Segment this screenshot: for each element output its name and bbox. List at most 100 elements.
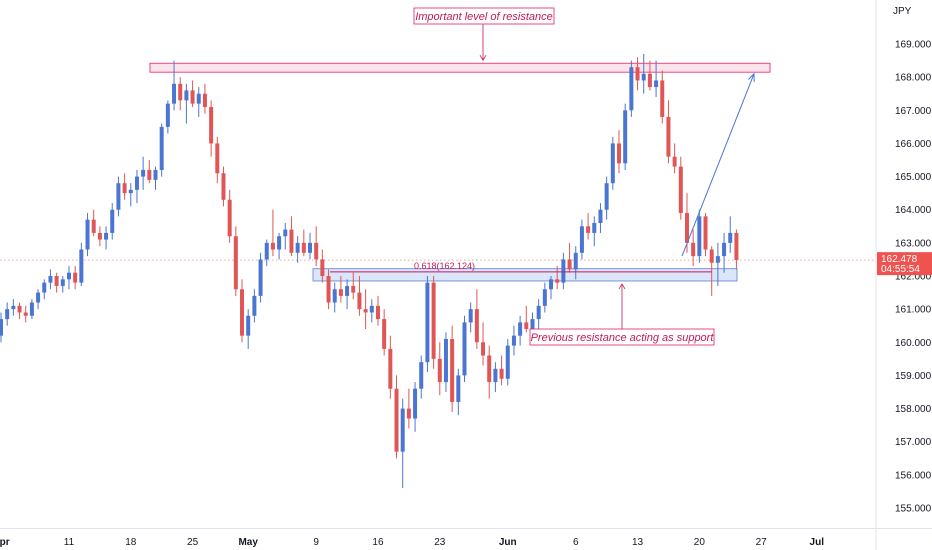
candle[interactable] — [579, 219, 584, 260]
candle[interactable] — [240, 279, 245, 343]
support-zone[interactable] — [312, 268, 738, 282]
candle[interactable] — [709, 246, 714, 296]
candle[interactable] — [277, 232, 282, 260]
candle[interactable] — [549, 276, 554, 300]
candle[interactable] — [159, 123, 164, 177]
candle[interactable] — [617, 130, 621, 174]
candle[interactable] — [555, 266, 560, 290]
candle[interactable] — [468, 302, 473, 333]
candle[interactable] — [209, 100, 214, 157]
candle[interactable] — [524, 305, 529, 333]
candle[interactable] — [382, 309, 387, 356]
candle[interactable] — [134, 169, 139, 204]
candle[interactable] — [264, 239, 269, 267]
candle[interactable] — [122, 173, 127, 200]
candle[interactable] — [598, 203, 603, 233]
candle[interactable] — [518, 315, 523, 346]
candle[interactable] — [400, 398, 405, 489]
candle[interactable] — [623, 103, 628, 170]
candle[interactable] — [345, 279, 350, 310]
candle[interactable] — [666, 100, 671, 164]
candle[interactable] — [641, 53, 646, 94]
candle[interactable] — [443, 332, 448, 392]
candle[interactable] — [369, 299, 374, 323]
candle[interactable] — [17, 302, 22, 320]
candle[interactable] — [295, 236, 300, 263]
candle[interactable] — [691, 229, 696, 267]
candle[interactable] — [73, 266, 78, 290]
candle[interactable] — [456, 368, 461, 416]
candle[interactable] — [48, 269, 53, 290]
candle[interactable] — [647, 60, 652, 91]
candle[interactable] — [85, 213, 90, 257]
candle[interactable] — [604, 176, 609, 220]
candle[interactable] — [734, 229, 739, 270]
candle[interactable] — [283, 222, 288, 250]
candle[interactable] — [431, 276, 436, 369]
candle[interactable] — [425, 276, 430, 373]
candle[interactable] — [301, 229, 306, 257]
candle[interactable] — [573, 246, 578, 280]
candle[interactable] — [147, 160, 152, 184]
candle[interactable] — [23, 305, 28, 323]
candle[interactable] — [728, 216, 733, 253]
candle[interactable] — [184, 83, 189, 124]
resistance-zone[interactable] — [149, 62, 771, 73]
candle[interactable] — [66, 266, 71, 290]
candle[interactable] — [110, 203, 115, 240]
candle[interactable] — [153, 166, 158, 190]
candle[interactable] — [320, 249, 325, 283]
annotations[interactable]: 0.618(162.124) Important level of resista… — [330, 7, 755, 346]
candle[interactable] — [270, 209, 275, 257]
candle[interactable] — [332, 282, 337, 313]
candle[interactable] — [128, 183, 133, 207]
candle[interactable] — [406, 388, 411, 429]
candle[interactable] — [351, 272, 356, 300]
candle[interactable] — [654, 60, 659, 98]
candle[interactable] — [499, 355, 504, 386]
candle[interactable] — [542, 282, 547, 313]
candle[interactable] — [678, 156, 683, 220]
candle[interactable] — [289, 216, 294, 257]
candle[interactable] — [487, 345, 492, 399]
candle[interactable] — [660, 70, 665, 124]
candle[interactable] — [474, 289, 479, 349]
candle[interactable] — [375, 295, 380, 326]
candle[interactable] — [221, 166, 226, 207]
candle[interactable] — [629, 60, 634, 117]
candle[interactable] — [227, 189, 232, 243]
candle[interactable] — [511, 325, 516, 356]
candle[interactable] — [635, 57, 640, 91]
candle[interactable] — [141, 156, 146, 190]
candle[interactable] — [233, 226, 238, 296]
candle[interactable] — [592, 216, 597, 247]
candle[interactable] — [36, 289, 41, 310]
resistance-callout-box[interactable] — [413, 7, 555, 25]
candle[interactable] — [703, 213, 708, 257]
candle[interactable] — [215, 136, 220, 184]
candle[interactable] — [567, 242, 572, 273]
candle[interactable] — [450, 325, 455, 412]
candle[interactable] — [79, 242, 84, 286]
candle[interactable] — [536, 299, 541, 330]
candle[interactable] — [246, 309, 251, 349]
candle[interactable] — [91, 209, 96, 237]
candle[interactable] — [172, 60, 177, 111]
candle[interactable] — [314, 226, 319, 267]
candle[interactable] — [116, 176, 121, 217]
candle[interactable] — [326, 269, 331, 310]
candle[interactable] — [697, 209, 702, 263]
candle[interactable] — [42, 279, 47, 300]
candle[interactable] — [493, 362, 498, 392]
candle[interactable] — [388, 335, 393, 399]
projection-arrow[interactable] — [681, 73, 755, 257]
candle[interactable] — [481, 322, 486, 366]
candle[interactable] — [338, 276, 343, 303]
candle[interactable] — [308, 232, 312, 260]
candle[interactable] — [394, 375, 399, 459]
candle[interactable] — [178, 77, 183, 111]
candle[interactable] — [505, 338, 510, 386]
candle[interactable] — [190, 80, 195, 107]
candle[interactable] — [104, 226, 109, 250]
